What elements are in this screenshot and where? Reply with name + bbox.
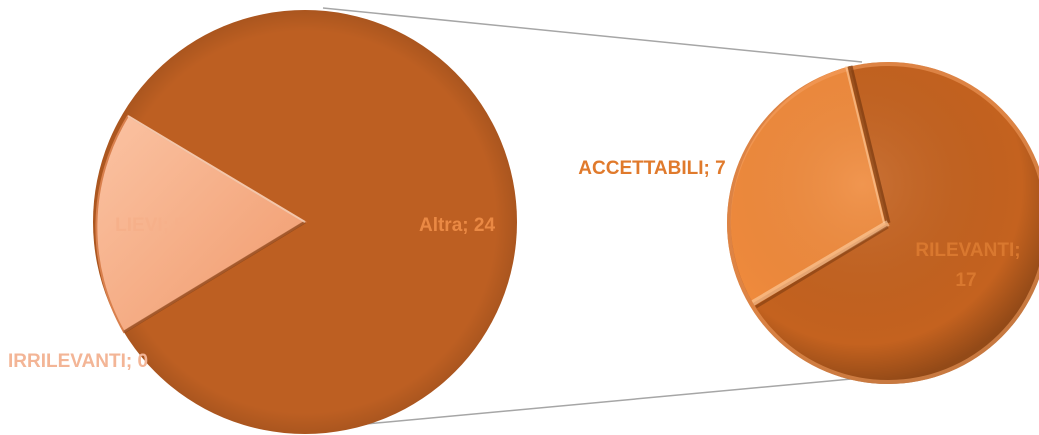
connector-line-bottom [322, 377, 863, 429]
label-irrilevanti: IRRILEVANTI; 0 [8, 351, 148, 372]
label-lievi: LIEVI; 5 [115, 215, 185, 236]
label-accettabili: ACCETTABILI; 7 [578, 158, 725, 179]
slice-lievi [95, 114, 307, 334]
primary-pie [93, 10, 517, 434]
slice-lievi-highlight [127, 115, 306, 223]
secondary-pie-rim [727, 62, 1039, 384]
label-rilevanti-line1: RILEVANTI; [915, 240, 1020, 261]
label-altra: Altra; 24 [419, 215, 495, 236]
secondary-pie [727, 62, 1039, 384]
label-rilevanti-line2: 17 [955, 270, 976, 291]
slice-lievi-edge [123, 220, 306, 334]
divider-bottom-shadow [755, 225, 889, 309]
connector-line-top [322, 7, 863, 63]
divider-top [847, 65, 891, 224]
divider-bottom [751, 220, 890, 306]
divider-top-light [845, 65, 885, 224]
